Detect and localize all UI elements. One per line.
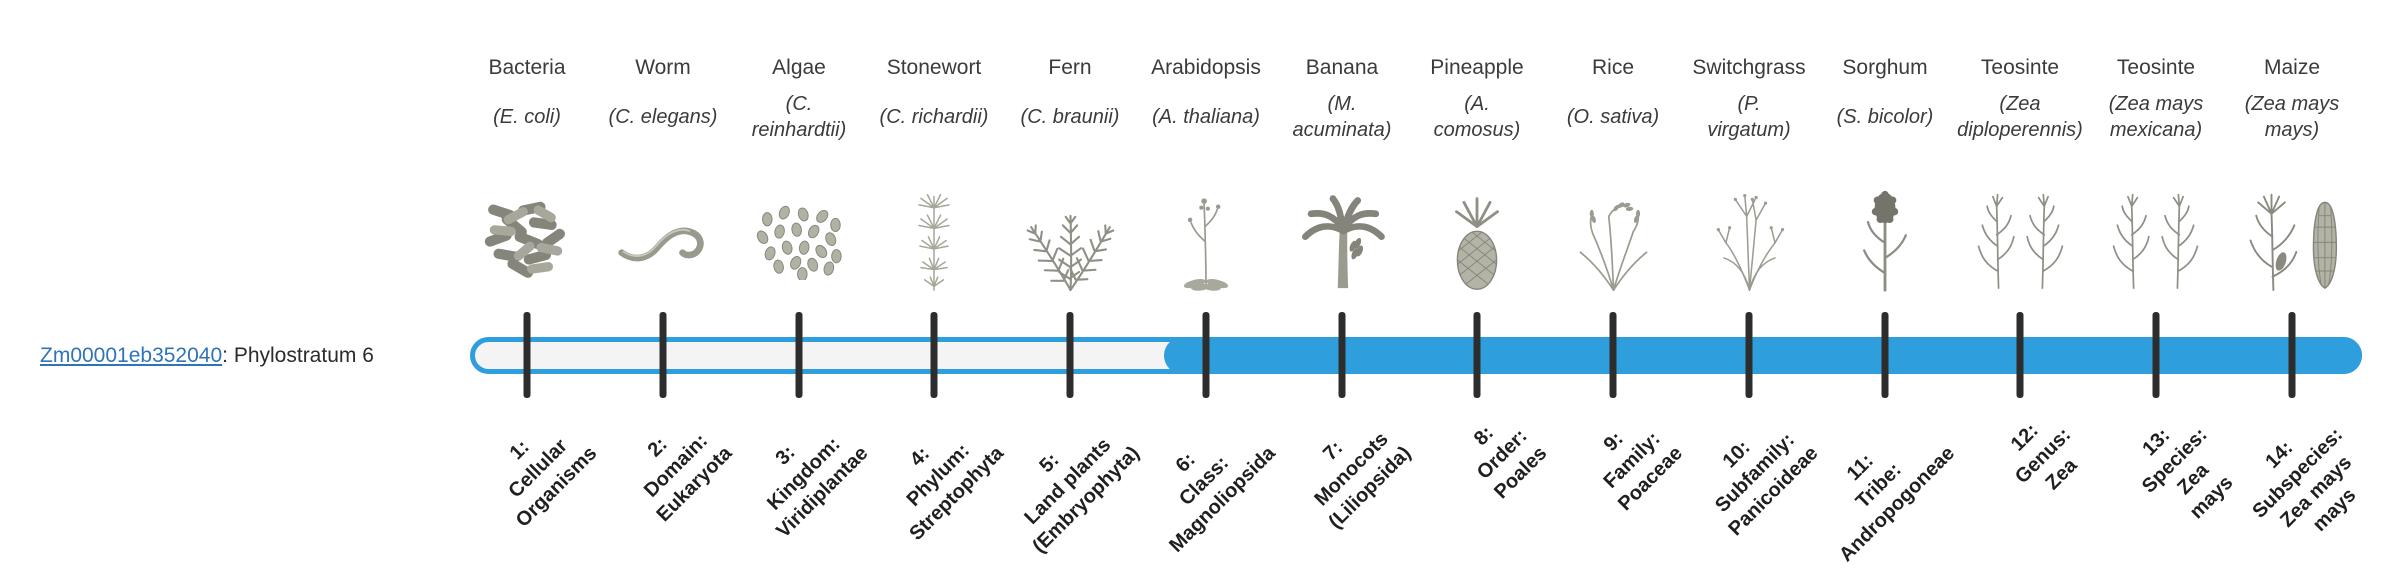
organism-column-worm: Worm (C. elegans): [593, 56, 733, 146]
organism-common-name: Worm: [635, 56, 691, 79]
organism-column-teosinte-mexicana: Teosinte (Zea mays mexicana): [2086, 56, 2226, 146]
stratum-label-text: 1: Cellular Organisms: [503, 434, 601, 532]
stratum-tick-11: [1881, 312, 1889, 398]
organism-scientific-name: (A. comosus): [1433, 93, 1521, 141]
organism-scientific-name: (C. braunii): [1020, 106, 1120, 128]
arabidopsis-icon: [1136, 168, 1276, 292]
stratum-tick-1: [523, 312, 531, 398]
organism-common-name: Teosinte: [1980, 56, 2060, 79]
organism-common-name: Banana: [1305, 56, 1379, 79]
organism-column-rice: Rice (O. sativa): [1543, 56, 1683, 146]
pineapple-icon: [1407, 168, 1547, 292]
organism-scientific-name: (S. bicolor): [1836, 106, 1934, 128]
stratum-label-text: 14: Subspecies: Zea mays mays: [2248, 423, 2361, 536]
organism-column-bacteria: Bacteria (E. coli): [457, 56, 597, 146]
organism-column-sorghum: Sorghum (S. bicolor): [1815, 56, 1955, 146]
organism-scientific-name: (Zea mays mays): [2244, 93, 2340, 141]
organism-column-fern: Fern (C. braunii): [1000, 56, 1140, 146]
stratum-label-text: 6: Class: Magnoliopsida: [1165, 442, 1280, 557]
phylostratum-bar-fill: [1164, 337, 2362, 374]
stratum-tick-7: [1338, 312, 1346, 398]
organism-scientific-name: (Zea mays mexicana): [2108, 93, 2204, 141]
organism-column-pineapple: Pineapple (A. comosus): [1407, 56, 1547, 146]
organism-common-name: Pineapple: [1430, 56, 1524, 79]
stratum-label-text: 4: Phylum: Streptophyta: [902, 439, 1008, 545]
bacteria-icon: [457, 168, 597, 292]
organism-column-arabidopsis: Arabidopsis (A. thaliana): [1136, 56, 1276, 146]
fern-icon: [1000, 168, 1140, 292]
algae-icon: [729, 168, 869, 292]
organism-common-name: Fern: [1048, 56, 1092, 79]
organism-common-name: Sorghum: [1842, 56, 1928, 79]
organism-column-switchgrass: Switchgrass (P. virgatum): [1679, 56, 1819, 146]
organism-scientific-name: (C. reinhardtii): [751, 93, 847, 141]
banana-icon: [1272, 168, 1412, 292]
stratum-label-text: 8: Order: Poales: [1469, 421, 1551, 504]
organism-scientific-name: (E. coli): [493, 106, 561, 128]
stratum-tick-12: [2016, 312, 2024, 398]
stratum-tick-5: [1066, 312, 1074, 398]
switchgrass-icon: [1679, 168, 1819, 292]
maize-icon: [2222, 168, 2362, 292]
stratum-tick-9: [1609, 312, 1617, 398]
stratum-tick-6: [1202, 312, 1210, 398]
stratum-label-text: 10: Subfamily: Panicoideae: [1711, 428, 1823, 541]
stratum-tick-4: [930, 312, 938, 398]
organism-common-name: Arabidopsis: [1151, 56, 1261, 79]
stratum-tick-10: [1745, 312, 1753, 398]
stratum-tick-8: [1473, 312, 1481, 398]
gene-id-link[interactable]: Zm00001eb352040: [40, 344, 223, 367]
stratum-tick-2: [659, 312, 667, 398]
stratum-tick-14: [2288, 312, 2296, 398]
organism-column-maize: Maize (Zea mays mays): [2222, 56, 2362, 146]
stratum-label-text: 13: Species: Zea mays: [2137, 423, 2238, 524]
organism-common-name: Switchgrass: [1692, 56, 1806, 79]
stratum-label-text: 11: Tribe: Andropogoneae: [1834, 442, 1959, 567]
phylostratum-text: : Phylostratum 6: [222, 344, 374, 367]
stratum-label-text: 7: Monocots (Liliopsida): [1310, 428, 1416, 534]
stratum-tick-3: [795, 312, 803, 398]
organism-common-name: Bacteria: [488, 56, 566, 79]
teosinte-icon: [1950, 168, 2090, 292]
organism-common-name: Teosinte: [2116, 56, 2196, 79]
sorghum-icon: [1815, 168, 1955, 292]
teosinte-icon: [2086, 168, 2226, 292]
worm-icon: [593, 168, 733, 292]
organism-column-stonewort: Stonewort (C. richardii): [864, 56, 1004, 146]
stratum-label-text: 5: Land plants (Embryophyta): [1020, 434, 1144, 558]
stratum-label-text: 3: Kingdom: Viridiplantae: [763, 433, 873, 543]
organism-scientific-name: (M. acuminata): [1292, 93, 1392, 141]
organism-scientific-name: (C. elegans): [608, 106, 718, 128]
organism-column-algae: Algae (C. reinhardtii): [729, 56, 869, 146]
stonewort-icon: [864, 168, 1004, 292]
stratum-label-text: 2: Domain: Eukaryota: [640, 429, 737, 527]
organism-scientific-name: (A. thaliana): [1152, 106, 1260, 128]
organism-common-name: Maize: [2263, 56, 2321, 79]
stratum-tick-13: [2152, 312, 2160, 398]
stratum-label-text: 12: Genus: Zea: [2006, 419, 2082, 495]
gene-phylostratum-label: Zm00001eb352040: Phylostratum 6: [40, 344, 374, 368]
organism-common-name: Stonewort: [886, 56, 982, 79]
stratum-label-text: 9: Family: Poaceae: [1599, 427, 1687, 516]
organism-column-teosinte-diploperennis: Teosinte (Zea diploperennis): [1950, 56, 2090, 146]
organism-common-name: Rice: [1591, 56, 1634, 79]
organism-column-banana: Banana (M. acuminata): [1272, 56, 1412, 146]
organism-scientific-name: (O. sativa): [1566, 106, 1660, 128]
organism-scientific-name: (P. virgatum): [1707, 93, 1791, 141]
organism-common-name: Algae: [772, 56, 826, 79]
organism-scientific-name: (C. richardii): [879, 106, 989, 128]
rice-icon: [1543, 168, 1683, 292]
organism-scientific-name: (Zea diploperennis): [1957, 93, 2083, 141]
